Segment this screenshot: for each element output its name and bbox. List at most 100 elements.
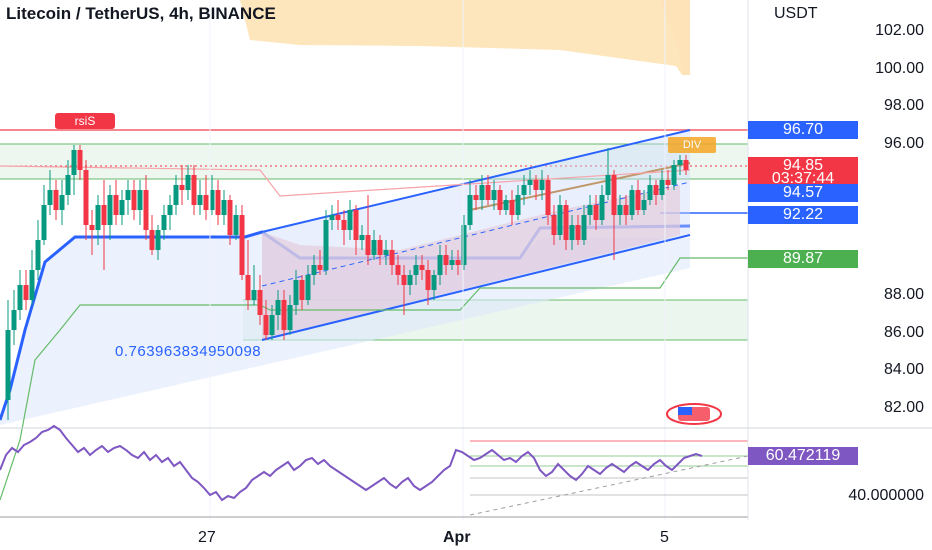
candle-body (443, 255, 449, 265)
candle-body (557, 205, 563, 235)
us-flag-icon[interactable] (666, 403, 722, 425)
candle-body (677, 160, 683, 165)
candle-body (533, 180, 539, 190)
candle-body (497, 190, 503, 210)
channel-mid (261, 181, 691, 287)
candle-body (353, 210, 359, 240)
candle-body (629, 190, 635, 215)
candle-body (419, 265, 425, 270)
price-tick: 98.00 (883, 97, 924, 114)
candle-body (47, 190, 53, 205)
candle-body (143, 190, 149, 230)
candle-body (179, 185, 185, 190)
candle-body (587, 205, 593, 215)
candle-body (413, 265, 419, 275)
countdown-badge: 03:37:44 (748, 170, 858, 188)
candle-body (479, 185, 485, 200)
candle-body (35, 240, 41, 270)
support-badge-b[interactable]: 92.22 (748, 206, 858, 224)
candle-body (395, 265, 401, 275)
candle-body (17, 285, 23, 310)
candle-body (461, 225, 467, 265)
candle-body (455, 260, 461, 265)
candle-body (299, 280, 305, 300)
candle-body (317, 265, 323, 270)
candle-body (569, 225, 575, 240)
rsi-line (0, 424, 703, 502)
candle-body (107, 195, 113, 225)
candle-body (41, 205, 47, 240)
candle-body (293, 280, 299, 305)
candle-body (227, 200, 233, 235)
candle-body (95, 205, 101, 230)
candle-body (575, 225, 581, 240)
candle-body (635, 190, 641, 210)
time-label: 5 (660, 529, 669, 546)
candles (5, 145, 689, 420)
candle-body (683, 160, 689, 170)
candle-body (599, 195, 605, 220)
cloud-fill-2 (240, 0, 690, 75)
trailing-line (0, 257, 748, 501)
candle-body (449, 260, 455, 265)
candle-body (257, 290, 263, 315)
candle-body (245, 275, 251, 300)
candle-body (305, 275, 311, 300)
candle-body (209, 190, 215, 210)
candle-body (11, 310, 17, 330)
candle-body (329, 215, 335, 220)
candle-body (389, 250, 395, 265)
candle-body (437, 255, 443, 275)
candle-body (545, 180, 551, 215)
candle-body (83, 170, 89, 225)
price-tick: 84.00 (883, 361, 924, 378)
candle-body (197, 195, 203, 205)
candle-body (509, 200, 515, 215)
support-badge-a[interactable]: 94.57 (748, 184, 858, 202)
price-tick: 86.00 (883, 324, 924, 341)
candle-body (563, 205, 569, 240)
price-tick: 100.00 (875, 60, 924, 77)
candle-body (191, 175, 197, 205)
rsi-tick: 40.000000 (848, 487, 924, 504)
rsi-badge[interactable]: 60.472119 (748, 447, 858, 465)
candle-body (653, 185, 659, 195)
channel-fill (262, 130, 690, 340)
candle-body (5, 330, 11, 400)
candle-body (161, 215, 167, 230)
candle-body (59, 195, 65, 210)
candle-body (581, 215, 587, 240)
chart-title: Litecoin / TetherUS, 4h, BINANCE (6, 4, 276, 23)
candle-body (605, 175, 611, 195)
candle-body (527, 180, 533, 185)
price-tick: 82.00 (883, 399, 924, 416)
candle-body (623, 205, 629, 215)
candle-body (221, 200, 227, 215)
price-tick: 88.00 (883, 286, 924, 303)
candle-body (365, 235, 371, 255)
candle-body (431, 275, 437, 290)
candle-body (539, 180, 545, 190)
candle-body (131, 190, 137, 210)
candle-body (401, 275, 407, 285)
candle-body (203, 195, 209, 210)
time-label: 27 (198, 529, 216, 546)
fib-value: 0.763963834950098 (115, 343, 262, 360)
candle-body (593, 205, 599, 220)
candle-body (491, 190, 497, 200)
candle-body (641, 200, 647, 210)
candle-body (281, 300, 287, 330)
candle-body (617, 205, 623, 215)
lower-badge[interactable]: 89.87 (748, 250, 858, 268)
rsi-signal-label: rsiS (55, 113, 115, 129)
candle-body (77, 150, 83, 170)
resistance-badge[interactable]: 96.70 (748, 121, 858, 139)
red-trail (0, 165, 691, 197)
candle-body (347, 210, 353, 230)
candle-body (665, 180, 671, 185)
candle-body (335, 215, 341, 220)
divergence-label: DIV (668, 137, 716, 153)
price-tick: 102.00 (875, 22, 924, 39)
support-fill (0, 232, 690, 425)
